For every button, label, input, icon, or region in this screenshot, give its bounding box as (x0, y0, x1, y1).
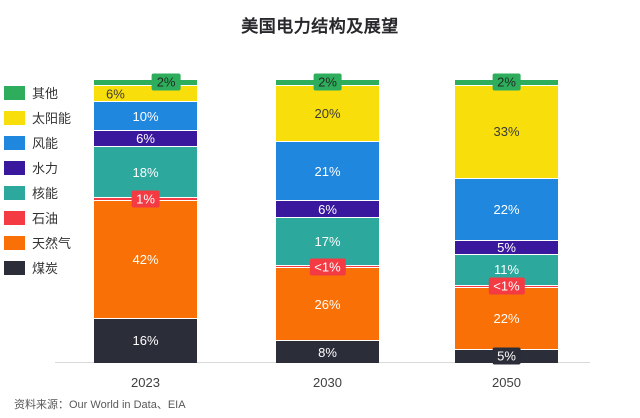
bar-segment-煤炭: 5% (455, 347, 558, 365)
bar-2050: 2% 33% 22% 5% 11% <1% 22% 5% (455, 73, 558, 365)
segment-label: 33% (493, 124, 520, 140)
bar-segment-煤炭: 8% (276, 340, 379, 363)
legend-swatch (4, 210, 25, 225)
bar-segment-石油: 1% (94, 190, 197, 208)
bar-segment-风能: 21% (276, 141, 379, 201)
segment-label: 11% (493, 262, 520, 278)
legend-item: 其他 (4, 80, 71, 105)
legend-swatch (4, 260, 25, 275)
segment-badge-label: 2% (313, 73, 342, 91)
legend-item: 煤炭 (4, 255, 71, 280)
bar-segment-其他: 2% (94, 73, 197, 91)
legend-item: 风能 (4, 130, 71, 155)
bar-segment-石油: <1% (455, 277, 558, 295)
segment-label: 42% (132, 251, 159, 267)
bar-segment-水力: 6% (94, 129, 197, 147)
legend-item: 水力 (4, 155, 71, 180)
segment-badge-label: 2% (151, 73, 181, 91)
bar-segment-核能: 17% (276, 217, 379, 266)
bar-segment-风能: 22% (455, 177, 558, 240)
bar-segment-太阳能: 20% (276, 84, 379, 142)
x-axis-label: 2050 (492, 375, 521, 390)
segment-badge-label: 2% (492, 73, 521, 91)
chart-title: 美国电力结构及展望 (241, 17, 399, 36)
segment-label: 6% (136, 131, 155, 146)
bar-2030: 2% 20% 21% 6% 17% <1% 26% 8% (276, 73, 379, 363)
bar-segment-石油: <1% (276, 258, 379, 276)
bar-segment-天然气: 22% (455, 286, 558, 349)
bar-segment-太阳能: 33% (455, 84, 558, 178)
legend-item-label: 天然气 (32, 236, 72, 251)
bar-segment-风能: 10% (94, 101, 197, 130)
segment-label: 17% (314, 234, 341, 250)
legend-item-label: 煤炭 (32, 261, 59, 276)
legend-item: 石油 (4, 205, 71, 230)
bar-segment-其他: 2% (276, 73, 379, 91)
source-note: 资料来源：Our World in Data、EIA (14, 399, 186, 411)
legend-swatch (4, 85, 25, 100)
segment-label: 18% (132, 164, 159, 180)
segment-label: 6% (106, 86, 125, 102)
legend-swatch (4, 185, 25, 200)
segment-label: 5% (497, 239, 516, 255)
bar-segment-其他: 2% (455, 73, 558, 91)
segment-badge-label: 1% (131, 190, 160, 208)
legend-swatch (4, 235, 25, 250)
bar-segment-水力: 6% (276, 200, 379, 218)
segment-label: 22% (493, 310, 520, 326)
bar-segment-天然气: 42% (94, 199, 197, 318)
bar-2023: 2% 6% 10% 6% 18% 1% 42% 16% (94, 73, 197, 363)
legend-item-label: 核能 (32, 186, 59, 201)
legend-item-label: 太阳能 (32, 111, 72, 126)
segment-label: 20% (314, 105, 341, 121)
legend-item-label: 风能 (32, 136, 59, 151)
x-axis-label: 2030 (313, 375, 342, 390)
legend-item-label: 其他 (32, 86, 59, 101)
x-axis-label: 2023 (131, 375, 160, 390)
segment-badge-label: <1% (488, 277, 525, 295)
segment-badge-label: 5% (492, 347, 521, 365)
segment-label: 21% (314, 163, 341, 179)
legend-swatch (4, 160, 25, 175)
segment-label: 8% (318, 344, 337, 360)
bar-segment-核能: 18% (94, 146, 197, 198)
legend-swatch (4, 110, 25, 125)
segment-label: 16% (132, 333, 159, 349)
segment-label: 22% (493, 201, 520, 217)
segment-label: 10% (132, 108, 159, 124)
legend-swatch (4, 135, 25, 150)
segment-label: 6% (318, 201, 337, 217)
legend-item-label: 石油 (32, 211, 59, 226)
segment-label: 26% (314, 296, 341, 312)
bar-segment-煤炭: 16% (94, 317, 197, 363)
bar-segment-水力: 5% (455, 239, 558, 255)
bar-segment-天然气: 26% (276, 267, 379, 341)
legend-item: 核能 (4, 180, 71, 205)
legend-item-label: 水力 (32, 161, 59, 176)
legend-item: 天然气 (4, 230, 71, 255)
bar-segment-太阳能: 6% (94, 84, 197, 102)
segment-badge-label: <1% (309, 258, 346, 276)
legend-item: 太阳能 (4, 105, 71, 130)
legend: 其他太阳能风能水力核能石油天然气煤炭 (4, 80, 71, 280)
